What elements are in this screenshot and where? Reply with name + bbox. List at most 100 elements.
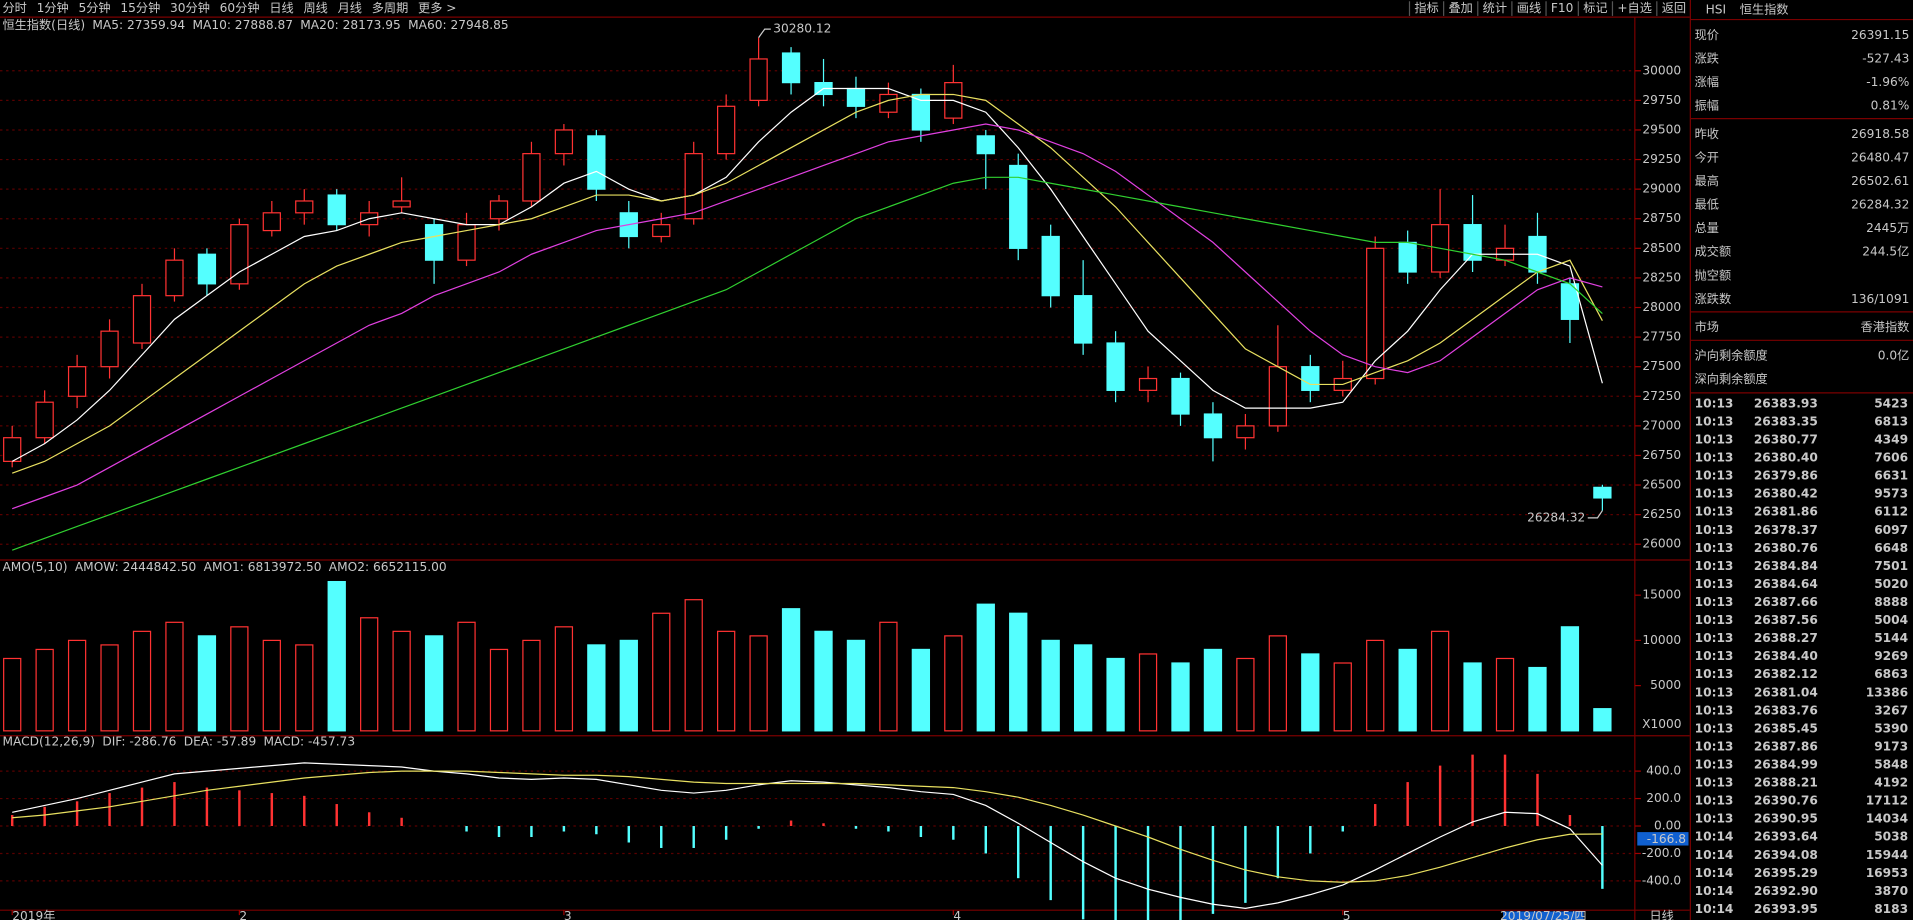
candle-body — [295, 200, 314, 214]
date-box — [1503, 911, 1584, 920]
trade-price: 26384.99 — [1754, 758, 1818, 772]
menu-item[interactable]: 60分钟 — [220, 0, 260, 15]
y-tick-label: 10000 — [1642, 633, 1681, 647]
menu-item[interactable]: 多周期 — [372, 1, 409, 15]
ma-line — [12, 762, 1603, 909]
volume-bar — [619, 639, 638, 732]
trade-volume: 5038 — [1874, 830, 1908, 844]
candle-body — [1366, 247, 1385, 380]
menu-item[interactable]: 周线 — [303, 1, 327, 15]
quote-label: 涨跌 — [1695, 50, 1719, 65]
menu-item[interactable]: 月线 — [338, 1, 362, 15]
trade-price: 26388.27 — [1754, 631, 1818, 645]
menu-item[interactable]: 30分钟 — [170, 0, 210, 15]
y-tick-label: 0.00 — [1654, 819, 1681, 833]
trade-time: 10:13 — [1695, 613, 1734, 627]
candle-body — [424, 224, 444, 261]
trade-price: 26380.42 — [1754, 487, 1818, 501]
y-tick-label: 26250 — [1642, 507, 1681, 521]
y-tick-label: 28750 — [1642, 211, 1681, 225]
menu-item[interactable]: 画线 — [1517, 1, 1541, 15]
quote-label: 涨跌数 — [1695, 291, 1732, 306]
menu-item[interactable]: 1分钟 — [37, 0, 69, 15]
candle-body — [1463, 224, 1482, 261]
trade-price: 26393.64 — [1754, 830, 1818, 844]
menu-item[interactable]: F10 — [1551, 1, 1574, 15]
stat: AMO1: 6813972.50 — [204, 560, 322, 574]
candle-body — [392, 200, 411, 208]
candle-body — [1203, 413, 1223, 439]
trade-volume: 5423 — [1874, 396, 1908, 410]
trade-volume: 9269 — [1874, 649, 1908, 663]
ma-line — [11, 123, 1603, 510]
y-tick-label: 200.0 — [1646, 791, 1681, 805]
trade-time: 10:14 — [1695, 902, 1734, 916]
ma-line — [12, 770, 1603, 883]
trade-price: 26383.76 — [1754, 703, 1818, 717]
menu-item[interactable]: 标记 — [1583, 1, 1607, 15]
candle-body — [35, 401, 54, 439]
trade-price: 26390.95 — [1754, 812, 1818, 826]
legend-entry: DEA: -57.89 — [184, 734, 256, 748]
y-tick-label: 29250 — [1642, 152, 1681, 166]
volume-bar — [392, 630, 411, 732]
quote-label: 深向剩余额度 — [1695, 371, 1768, 386]
candle-body — [749, 58, 768, 101]
menu-item[interactable]: 分时 — [2, 1, 26, 15]
y-tick-label: 400.0 — [1646, 764, 1681, 778]
symbol-name: 恒生指数 — [1740, 1, 1789, 16]
menu-item[interactable]: 15分钟 — [120, 0, 160, 15]
candle-body — [846, 87, 866, 107]
trade-time: 10:13 — [1695, 649, 1734, 663]
menu-item[interactable]: 统计 — [1483, 1, 1507, 15]
quote-value: 26284.32 — [1851, 198, 1909, 212]
trade-time: 10:13 — [1695, 812, 1734, 826]
trade-time: 10:13 — [1695, 631, 1734, 645]
candle-body — [587, 135, 606, 190]
candle-body — [1236, 425, 1255, 439]
symbol-code: HSI — [1706, 2, 1727, 16]
candle-body — [1268, 366, 1288, 427]
volume-bar — [814, 630, 833, 732]
candle-body — [717, 105, 736, 155]
trade-price: 26388.21 — [1754, 776, 1818, 790]
menu-item[interactable]: 指标 — [1414, 0, 1438, 15]
menu-item[interactable]: 叠加 — [1449, 1, 1473, 15]
candle-body — [976, 135, 995, 155]
y-tick-label: 30000 — [1642, 63, 1681, 77]
menu-item[interactable]: +自选 — [1617, 1, 1652, 15]
volume-bar — [879, 621, 898, 732]
candle-body — [652, 224, 671, 238]
volume-bar — [944, 635, 963, 732]
trade-time: 10:13 — [1695, 559, 1734, 573]
volume-bar — [360, 617, 379, 732]
legend-entry: MACD: -457.73 — [264, 734, 356, 748]
candle-body — [1106, 342, 1125, 391]
trade-time: 10:13 — [1695, 758, 1734, 772]
y-tick-label: 28250 — [1642, 270, 1681, 284]
trade-volume: 6813 — [1874, 414, 1908, 428]
y-tick-label: 27250 — [1642, 389, 1681, 403]
volume-bar — [100, 644, 119, 732]
menu-item[interactable]: 返回 — [1662, 1, 1686, 15]
x-tick-label: 4 — [953, 909, 961, 920]
trade-volume: 6112 — [1874, 505, 1908, 519]
menu-item[interactable]: 更多 > — [418, 1, 456, 15]
menu-item[interactable]: 日线 — [269, 1, 293, 15]
trade-volume: 5390 — [1874, 721, 1908, 735]
y-tick-label: -400.0 — [1642, 873, 1681, 887]
trade-time: 10:13 — [1695, 703, 1734, 717]
volume-bar — [1073, 644, 1093, 732]
legend-entry: MA20: 28173.95 — [300, 18, 401, 32]
trade-price: 26383.93 — [1754, 396, 1818, 410]
cursor-value: -166.8 — [1647, 832, 1686, 846]
chart-title: MACD(12,26,9) — [2, 734, 95, 748]
trade-time: 10:13 — [1695, 595, 1734, 609]
trade-volume: 16953 — [1866, 866, 1908, 880]
trade-price: 26383.35 — [1754, 414, 1818, 428]
menu-item[interactable]: 5分钟 — [78, 0, 110, 15]
trade-volume: 6648 — [1874, 541, 1908, 555]
volume-bar — [1009, 612, 1028, 732]
